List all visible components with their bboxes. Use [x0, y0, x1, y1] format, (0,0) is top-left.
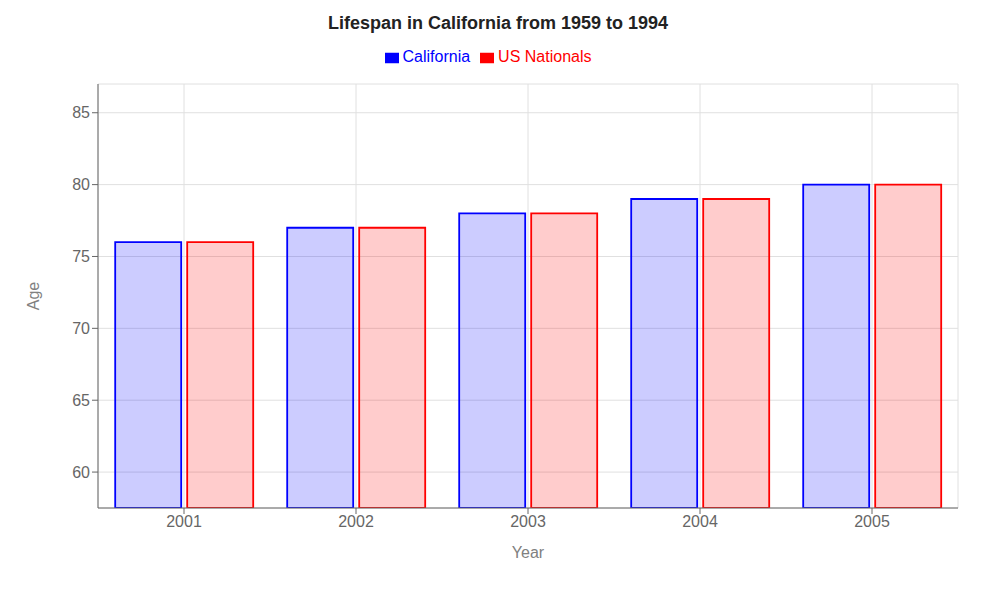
- svg-text:2004: 2004: [682, 513, 718, 530]
- svg-text:2005: 2005: [854, 513, 890, 530]
- svg-text:65: 65: [72, 392, 90, 409]
- svg-text:2002: 2002: [338, 513, 374, 530]
- svg-text:2001: 2001: [166, 513, 202, 530]
- svg-text:85: 85: [72, 104, 90, 121]
- svg-text:80: 80: [72, 176, 90, 193]
- svg-text:70: 70: [72, 320, 90, 337]
- svg-text:Year: Year: [512, 544, 545, 561]
- svg-text:60: 60: [72, 464, 90, 481]
- html-text:US Nationals: US Nationals: [498, 48, 592, 65]
- html-text:Lifespan in California from 19: Lifespan in California from 1959 to 1994: [327, 13, 668, 33]
- html-text:California: California: [402, 48, 471, 65]
- svg-text:Age: Age: [25, 282, 42, 311]
- svg-text:75: 75: [72, 248, 90, 265]
- svg-text:2003: 2003: [510, 513, 546, 530]
